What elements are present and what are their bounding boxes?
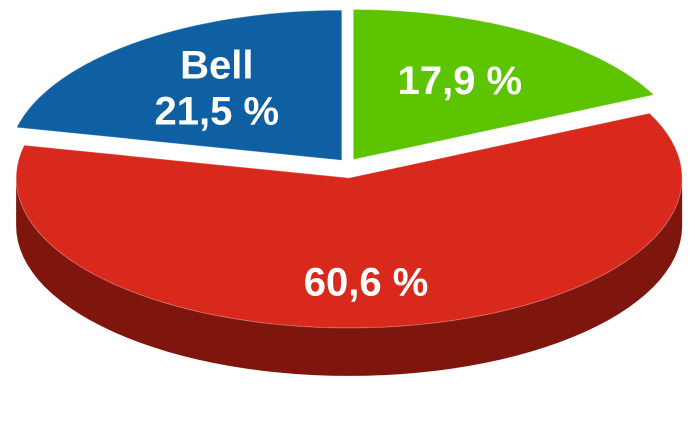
slice xyxy=(15,112,683,329)
value-label: 17,9 % xyxy=(398,59,523,103)
category-label: Bell xyxy=(180,44,253,88)
slice xyxy=(15,9,343,161)
slice-side xyxy=(16,177,683,376)
value-label: 60,6 % xyxy=(304,261,429,305)
value-label: 21,5 % xyxy=(155,90,280,134)
slice xyxy=(352,9,655,161)
